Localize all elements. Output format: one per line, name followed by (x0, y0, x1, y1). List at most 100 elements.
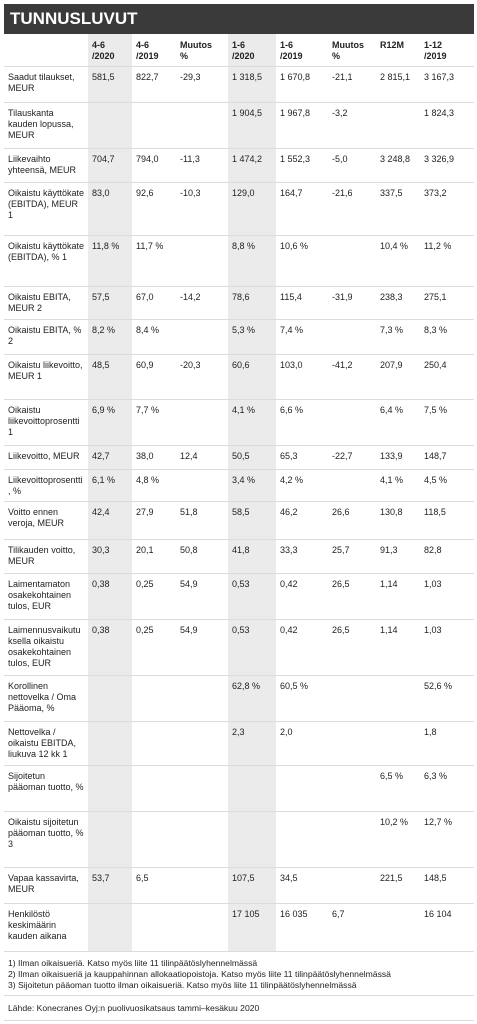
cell: 118,5 (420, 501, 474, 540)
row: Sijoitetun pääoman tuotto, % 6,5 % 6,3 % (4, 765, 474, 812)
cell (328, 399, 376, 446)
cell: 1,14 (376, 619, 420, 676)
cell: 57,5 (88, 286, 132, 320)
cell (176, 399, 228, 446)
row: Oikaistu EBITA, MEUR 2 57,5 67,0 -14,2 78,6 1… (4, 286, 474, 320)
cell: 148,5 (420, 867, 474, 904)
row-label: Liikevaihto yhteensä, MEUR (4, 148, 88, 183)
cell: 42,7 (88, 445, 132, 470)
cell: 221,5 (376, 867, 420, 904)
row-label: Laimennusvaikutuksella oikaistu osakekoh… (4, 619, 88, 676)
row-label: Korollinen nettovelka / Oma Pääoma, % (4, 675, 88, 722)
row-label: Oikaistu käyttökate (EBITDA), MEUR 1 (4, 182, 88, 236)
cell: 8,3 % (420, 319, 474, 355)
cell (176, 675, 228, 722)
cell: 11,2 % (420, 235, 474, 287)
cell (176, 765, 228, 812)
cell: 33,3 (276, 539, 328, 574)
cell (176, 721, 228, 766)
cell: -21,6 (328, 182, 376, 236)
cell: 67,0 (132, 286, 176, 320)
cell (328, 319, 376, 355)
cell: 1 474,2 (228, 148, 276, 183)
row: Tilikauden voitto, MEUR 30,3 20,1 50,8 41,8 3… (4, 539, 474, 574)
cell (328, 469, 376, 502)
cell (132, 765, 176, 812)
row-label: Oikaistu sijoitetun pääoman tuotto, % 3 (4, 811, 88, 868)
row: Oikaistu käyttökate (EBITDA), % 1 11,8 % 1… (4, 235, 474, 287)
row-label: Tilauskanta kauden lopussa, MEUR (4, 102, 88, 149)
row-label: Nettovelka / oikaistu EBITDA, liukuva 12… (4, 721, 88, 766)
header-cell: R12M (376, 34, 420, 67)
cell (376, 102, 420, 149)
cell: 6,9 % (88, 399, 132, 446)
cell: 4,8 % (132, 469, 176, 502)
cell: 1 904,5 (228, 102, 276, 149)
cell (176, 235, 228, 287)
cell: 2,0 (276, 721, 328, 766)
cell: 130,8 (376, 501, 420, 540)
row-label: Oikaistu EBITA, MEUR 2 (4, 286, 88, 320)
cell (228, 811, 276, 868)
cell: 115,4 (276, 286, 328, 320)
cell: 58,5 (228, 501, 276, 540)
cell: 5,3 % (228, 319, 276, 355)
row: Laimentamaton osakekohtainen tulos, EUR 0… (4, 573, 474, 620)
cell (176, 469, 228, 502)
cell: 0,53 (228, 573, 276, 620)
cell: 4,1 % (228, 399, 276, 446)
cell: 8,2 % (88, 319, 132, 355)
cell: 2,3 (228, 721, 276, 766)
cell: 373,2 (420, 182, 474, 236)
row: Liikevaihto yhteensä, MEUR 704,7 794,0 -11,… (4, 148, 474, 183)
cell: 0,25 (132, 573, 176, 620)
cell: -20,3 (176, 354, 228, 400)
cell: 107,5 (228, 867, 276, 904)
cell: 11,8 % (88, 235, 132, 287)
cell: 0,42 (276, 573, 328, 620)
cell: 48,5 (88, 354, 132, 400)
cell: 65,3 (276, 445, 328, 470)
cell: 3 326,9 (420, 148, 474, 183)
cell (176, 319, 228, 355)
cell: 83,0 (88, 182, 132, 236)
cell (328, 721, 376, 766)
cell: -31,9 (328, 286, 376, 320)
cell: 62,8 % (228, 675, 276, 722)
cell: -10,3 (176, 182, 228, 236)
cell: 20,1 (132, 539, 176, 574)
cell: 0,25 (132, 619, 176, 676)
cell: 26,5 (328, 619, 376, 676)
cell: 42,4 (88, 501, 132, 540)
cell (328, 867, 376, 904)
cell: 38,0 (132, 445, 176, 470)
row: Korollinen nettovelka / Oma Pääoma, % 62,… (4, 675, 474, 722)
cell: 34,5 (276, 867, 328, 904)
header-cell: 1-6 /2019 (276, 34, 328, 67)
cell: 3 167,3 (420, 66, 474, 103)
cell: 275,1 (420, 286, 474, 320)
cell: 0,42 (276, 619, 328, 676)
row-label: Saadut tilaukset, MEUR (4, 66, 88, 103)
cell: 50,8 (176, 539, 228, 574)
cell: 1 552,3 (276, 148, 328, 183)
title: TUNNUSLUVUT (4, 4, 474, 34)
cell: 7,3 % (376, 319, 420, 355)
cell: 60,5 % (276, 675, 328, 722)
cell: 7,4 % (276, 319, 328, 355)
cell: 6,6 % (276, 399, 328, 446)
cell: 794,0 (132, 148, 176, 183)
panel: TUNNUSLUVUT 4-6 /2020 4-6 /2019 Muutos % 1-… (4, 4, 474, 1021)
cell: 16 104 (420, 903, 474, 952)
cell (88, 102, 132, 149)
footnote: 2) Ilman oikaisueriä ja kauppahinnan all… (8, 968, 391, 979)
cell: 46,2 (276, 501, 328, 540)
row-label: Tilikauden voitto, MEUR (4, 539, 88, 574)
cell: 41,8 (228, 539, 276, 574)
cell: 6,3 % (420, 765, 474, 812)
header-cell: 1-12 /2019 (420, 34, 474, 67)
cell (376, 721, 420, 766)
cell (376, 903, 420, 952)
cell (328, 675, 376, 722)
cell (132, 675, 176, 722)
